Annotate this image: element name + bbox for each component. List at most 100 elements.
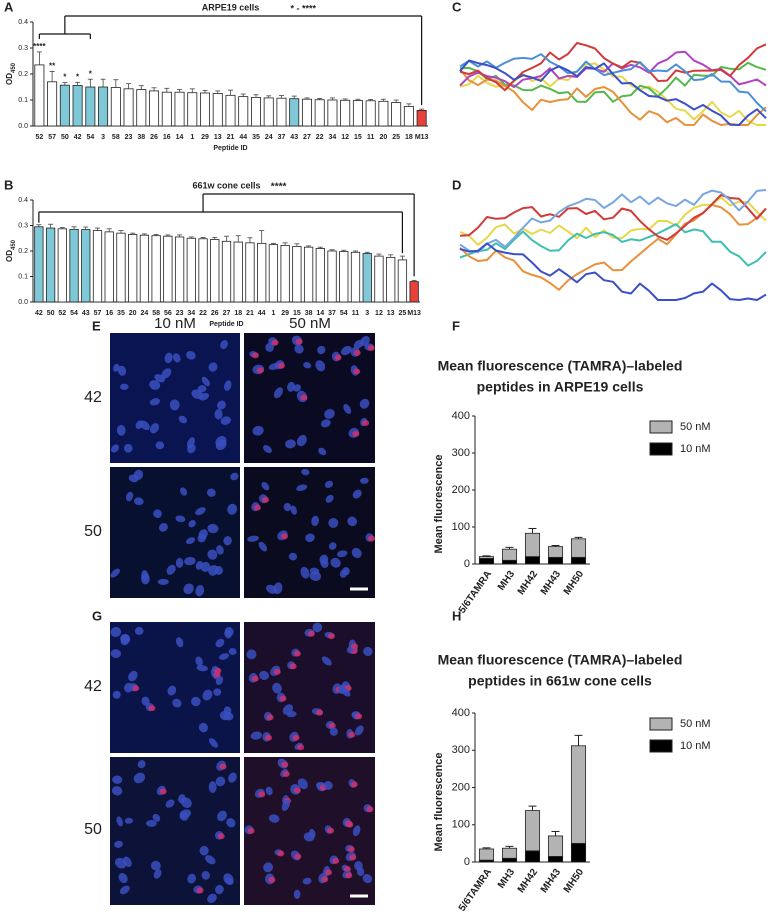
bar bbox=[163, 235, 173, 303]
row-label: 50 bbox=[84, 821, 102, 838]
nucleus bbox=[224, 380, 232, 391]
nucleus bbox=[281, 799, 291, 811]
x-tick-label: 37 bbox=[278, 134, 286, 141]
y-tick-label: 100 bbox=[452, 819, 470, 831]
nucleus bbox=[216, 400, 226, 410]
x-tick-label: 57 bbox=[94, 310, 102, 317]
nucleus bbox=[202, 689, 213, 701]
nucleus bbox=[363, 646, 373, 657]
tamra-signal bbox=[355, 713, 363, 720]
y-axis-label-subscript: 450 bbox=[11, 239, 17, 250]
legend-label: 10 nM bbox=[680, 443, 711, 455]
tamra-signal bbox=[261, 496, 269, 503]
nucleus bbox=[122, 856, 132, 868]
nucleus bbox=[247, 535, 259, 542]
nucleus bbox=[323, 781, 333, 790]
nucleus bbox=[272, 682, 282, 694]
nucleus bbox=[266, 584, 277, 594]
tamra-signal bbox=[307, 630, 315, 637]
tamra-signal bbox=[347, 846, 355, 853]
tamra-signal bbox=[281, 761, 289, 768]
nucleus bbox=[268, 814, 280, 823]
x-tick-label: 54 bbox=[86, 134, 94, 141]
nucleus bbox=[133, 772, 146, 784]
x-tick-label: 16 bbox=[105, 310, 113, 317]
nucleus bbox=[296, 434, 307, 447]
x-tick-label: 42 bbox=[74, 134, 82, 141]
x-tick-label: 3 bbox=[101, 134, 105, 141]
nucleus bbox=[172, 698, 182, 708]
significance: * bbox=[63, 73, 67, 82]
tamra-signal bbox=[293, 650, 301, 657]
bar bbox=[116, 232, 126, 303]
y-tick-label: 0.4 bbox=[18, 197, 28, 204]
x-axis-label: Peptide ID bbox=[209, 321, 243, 328]
nucleus bbox=[312, 622, 323, 633]
nucleus bbox=[263, 862, 274, 873]
x-tick-label: 25 bbox=[399, 310, 407, 317]
nucleus bbox=[258, 541, 268, 552]
nucleus bbox=[161, 368, 172, 379]
y-tick-label: 0.1 bbox=[18, 273, 28, 280]
nucleus bbox=[195, 585, 205, 597]
tamra-signal bbox=[351, 643, 359, 650]
nucleus bbox=[208, 362, 218, 372]
bar bbox=[276, 97, 287, 127]
panel-label: G bbox=[92, 608, 102, 623]
tamra-signal bbox=[273, 668, 281, 675]
bar bbox=[81, 229, 91, 303]
x-tick-label: 14 bbox=[316, 310, 324, 317]
x-tick-label: 11 bbox=[367, 134, 375, 141]
bar-segment bbox=[501, 857, 518, 863]
x-tick-label: 58 bbox=[152, 310, 160, 317]
x-tick-label: 3 bbox=[365, 310, 369, 317]
tamra-signal bbox=[271, 339, 279, 346]
panel-label: E bbox=[92, 318, 101, 333]
bar bbox=[198, 238, 208, 303]
x-tick-label: 35 bbox=[252, 134, 260, 141]
y-axis-label-text: OD bbox=[5, 73, 14, 85]
x-tick-label: 13 bbox=[387, 310, 395, 317]
row-label: 42 bbox=[84, 389, 102, 406]
nucleus bbox=[230, 472, 239, 481]
bar bbox=[174, 236, 185, 303]
nucleus bbox=[343, 403, 352, 415]
bar bbox=[250, 97, 261, 127]
bar bbox=[210, 239, 220, 303]
nucleus bbox=[205, 855, 216, 865]
x-tick-label: 1 bbox=[190, 134, 194, 141]
nucleus bbox=[215, 776, 226, 787]
bar bbox=[128, 234, 138, 303]
y-tick-label: 0.0 bbox=[18, 123, 28, 130]
x-tick-label: 12 bbox=[341, 134, 349, 141]
nucleus bbox=[287, 381, 296, 392]
nucleus bbox=[124, 817, 134, 824]
nucleus bbox=[196, 665, 208, 672]
bar bbox=[391, 102, 402, 127]
bar-segment bbox=[547, 546, 564, 558]
bar bbox=[303, 246, 314, 303]
nucleus bbox=[128, 474, 139, 483]
nucleus bbox=[219, 710, 231, 721]
nucleus bbox=[362, 874, 373, 884]
x-tick-label: 58 bbox=[112, 134, 120, 141]
nucleus bbox=[223, 873, 234, 885]
bar bbox=[257, 242, 267, 303]
nucleus bbox=[360, 477, 369, 484]
y-tick-label: 0.2 bbox=[18, 248, 28, 255]
nucleus bbox=[324, 480, 334, 488]
bar bbox=[151, 235, 161, 303]
x-tick-label: MH42 bbox=[516, 867, 541, 896]
tamra-signal bbox=[148, 705, 156, 712]
x-tick-label: 20 bbox=[380, 134, 388, 141]
nucleus bbox=[135, 420, 144, 430]
tamra-signal bbox=[196, 887, 204, 894]
nucleus bbox=[214, 566, 223, 575]
bar bbox=[350, 251, 361, 303]
nucleus bbox=[184, 556, 196, 566]
nucleus bbox=[300, 566, 310, 579]
nucleus bbox=[152, 813, 161, 822]
chart-title: ARPE19 cells bbox=[202, 2, 260, 12]
nucleus bbox=[209, 738, 218, 748]
